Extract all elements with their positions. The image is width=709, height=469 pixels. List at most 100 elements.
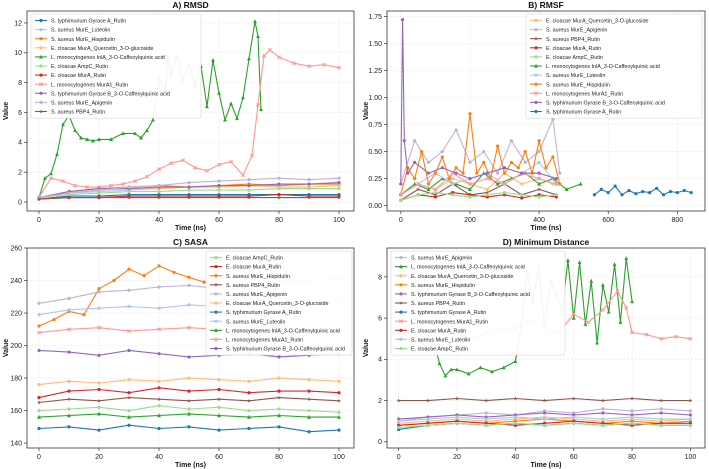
data-point — [73, 128, 77, 133]
legend-marker — [399, 264, 403, 269]
data-point — [37, 313, 41, 317]
data-point — [193, 165, 197, 170]
data-point — [485, 190, 490, 195]
data-point — [426, 171, 431, 175]
data-point — [454, 396, 460, 401]
data-point — [426, 417, 430, 421]
data-point — [127, 185, 131, 189]
data-point — [466, 371, 471, 376]
x-tick-label: 100 — [685, 454, 697, 461]
data-point — [675, 191, 679, 195]
data-point — [216, 195, 222, 200]
data-point — [589, 278, 594, 283]
data-point — [187, 376, 191, 380]
x-tick-label: 80 — [275, 454, 283, 461]
data-point — [217, 405, 221, 409]
data-point — [36, 196, 42, 201]
data-point — [689, 191, 693, 195]
data-point — [337, 65, 341, 70]
data-point — [157, 285, 161, 289]
legend-label: E. cloacae MurA_Rutin — [51, 73, 106, 79]
legend-label: S. aureus MurE_Apigenin — [546, 28, 607, 34]
data-point — [217, 387, 221, 392]
data-point — [306, 195, 312, 200]
data-point — [659, 411, 663, 415]
data-point — [613, 184, 617, 188]
data-point — [629, 396, 635, 401]
data-point — [337, 184, 341, 188]
data-point — [277, 389, 281, 393]
legend-label: S. typhimurium Gyrase B_3-O-Caffeoylquin… — [51, 91, 170, 97]
plot-frame — [386, 10, 706, 212]
y-tick-label: 0 — [18, 199, 22, 206]
data-point — [67, 425, 71, 429]
data-point — [157, 413, 161, 418]
data-point — [583, 322, 588, 326]
data-point — [97, 191, 101, 195]
legend-label: E. cloacae MurA_Quercetin_3-O-glucoside — [51, 46, 153, 52]
legend-label: E. cloacae AmpC_Rutin — [411, 347, 468, 353]
data-point — [337, 391, 341, 395]
data-point — [468, 187, 472, 191]
data-point — [659, 336, 664, 341]
data-point — [79, 135, 83, 140]
chart-panel-2: 0 200 400 600 800 0.00 0.25 0.50 0.75 1.00 1.25 1.5… — [363, 0, 706, 232]
data-point — [205, 168, 209, 173]
data-point — [606, 191, 610, 195]
data-point — [337, 414, 341, 419]
data-point — [624, 305, 629, 310]
legend-marker — [39, 82, 43, 87]
data-point — [127, 414, 131, 419]
data-point — [97, 325, 101, 330]
data-point — [655, 186, 659, 190]
legend-marker — [534, 82, 538, 86]
legend-label: S. typhimurium Gyrase A_Rutin — [51, 19, 126, 25]
y-tick-label: 8 — [18, 80, 22, 87]
data-point — [157, 386, 161, 390]
data-point — [516, 166, 520, 170]
data-point — [217, 162, 221, 167]
y-axis-label: Value — [3, 102, 10, 120]
data-point — [145, 174, 149, 179]
legend-marker — [213, 282, 219, 287]
data-point — [440, 166, 444, 170]
legend-label: L. monocytogenes InlA_3-O-Caffeoylquinic… — [51, 55, 165, 61]
series-line — [400, 183, 557, 201]
data-point — [66, 195, 72, 200]
legend-marker — [214, 301, 218, 305]
data-point — [97, 290, 101, 294]
data-point — [467, 181, 472, 186]
data-point — [127, 328, 131, 333]
data-point — [630, 415, 634, 419]
legend-marker — [214, 274, 218, 278]
legend-label: S. aureus MurE_Hispidulin — [226, 274, 290, 280]
data-point — [337, 428, 341, 432]
legend-label: S. typhimurium Gyrase B_3-O-Caffeoylquin… — [411, 292, 530, 298]
x-tick-label: 40 — [155, 454, 163, 461]
legend-marker — [534, 100, 538, 104]
data-point — [618, 320, 623, 324]
y-tick-label: 140 — [10, 441, 22, 448]
legend-label: S. aureus PBP4_Rutin — [411, 301, 465, 307]
x-tick-label: 80 — [628, 454, 636, 461]
legend-label: S. aureus MurE_Apigenin — [51, 101, 112, 107]
y-axis-label: Value — [363, 102, 370, 120]
data-point — [186, 398, 192, 403]
legend-label: E. cloacae MurA_Rutin — [226, 265, 281, 271]
data-point — [558, 182, 562, 186]
data-point — [37, 382, 41, 387]
chart-title: D) Minimum Distance — [503, 237, 590, 247]
data-point — [485, 171, 489, 175]
data-point — [259, 107, 263, 112]
legend-label: L. monocytogenes InlA_3-O-Caffeoylquinic… — [226, 328, 340, 334]
legend-marker — [534, 28, 538, 32]
legend-marker — [214, 346, 218, 351]
data-point — [91, 138, 95, 143]
data-point — [217, 413, 221, 418]
data-point — [157, 167, 161, 172]
data-point — [475, 171, 479, 175]
data-point — [542, 411, 547, 415]
y-tick-label: 0.75 — [368, 122, 382, 129]
data-point — [400, 18, 405, 22]
y-tick-label: 8 — [378, 274, 382, 281]
